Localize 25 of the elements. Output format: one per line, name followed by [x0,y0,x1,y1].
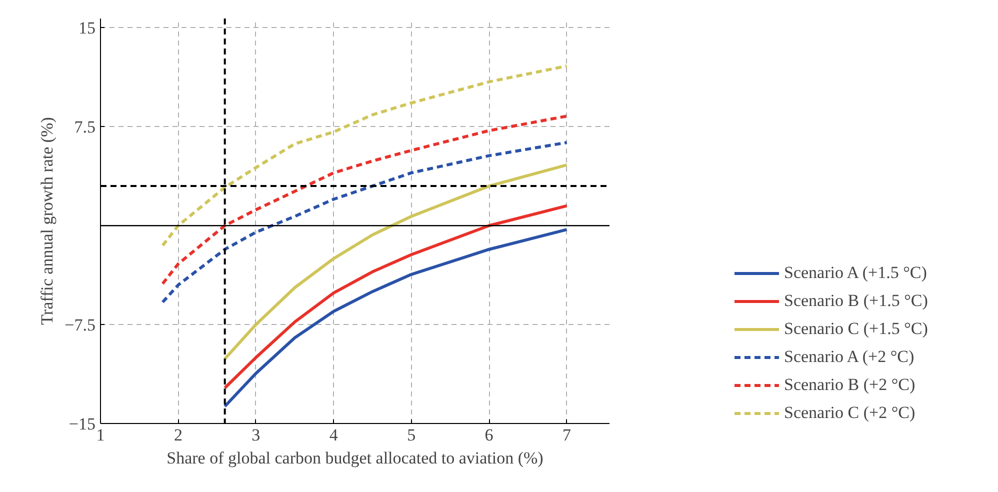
legend-label: Scenario A (+2 °C) [784,346,914,368]
x-tick-label: 4 [329,426,338,444]
x-tick-label: 7 [562,426,572,444]
line-series [223,204,568,390]
line-series [161,141,568,304]
y-tick-label: 7.5 [74,118,96,137]
x-tick-label: 1 [96,426,105,444]
y-tick-label: −15 [68,414,96,434]
y-tick-label: −7.5 [64,316,96,335]
line-series [223,228,568,408]
legend-label: Scenario B (+1.5 °C) [784,290,928,312]
legend-label: Scenario C (+2 °C) [784,402,916,424]
legend-label: Scenario B (+2 °C) [784,374,916,396]
legend-label: Scenario C (+1.5 °C) [784,318,928,340]
line-series [161,114,568,286]
x-axis-title: Share of global carbon budget allocated to aviation (%) [166,448,544,468]
x-tick-label: 3 [252,426,260,444]
legend-label: Scenario A (+1.5 °C) [784,262,927,284]
x-tick-label: 2 [174,426,182,444]
line-series [223,163,568,360]
x-tick-label: 6 [484,426,494,444]
line-series [161,64,568,247]
y-axis-title: Traffic annual growth rate (%) [38,117,57,325]
y-tick-label: 15 [78,18,96,38]
x-tick-label: 5 [407,426,416,444]
